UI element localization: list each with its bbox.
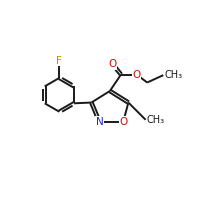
- Text: O: O: [119, 117, 127, 127]
- Text: O: O: [133, 70, 141, 80]
- Text: N: N: [96, 117, 103, 127]
- Text: CH₃: CH₃: [146, 115, 165, 125]
- Text: F: F: [56, 56, 62, 66]
- Text: CH₃: CH₃: [164, 70, 182, 80]
- Text: O: O: [108, 59, 117, 69]
